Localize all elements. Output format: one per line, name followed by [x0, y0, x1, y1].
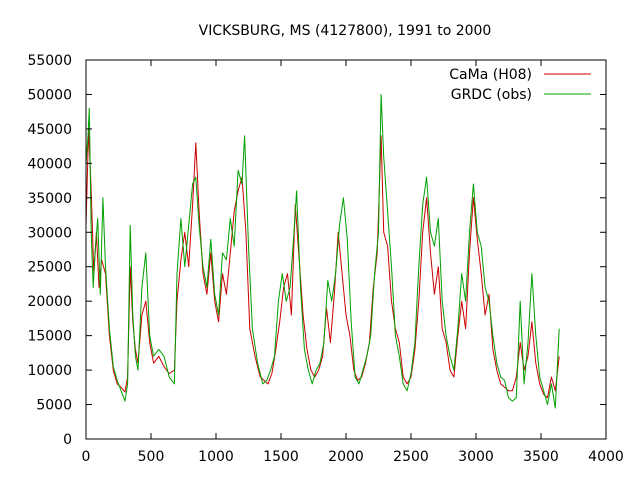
plot-frame — [85, 59, 607, 440]
x-tick-label: 3500 — [523, 449, 559, 465]
y-tick-label: 35000 — [27, 191, 72, 207]
x-tick-label: 1000 — [198, 449, 234, 465]
x-tick-label: 0 — [82, 449, 91, 465]
y-tick-label: 30000 — [27, 225, 72, 241]
y-tick-label: 55000 — [27, 53, 72, 69]
x-tick-label: 1500 — [263, 449, 299, 465]
series-line-1 — [85, 94, 560, 409]
y-axis: 0 5000 10000 15000 20000 25000 30000 35000 40000… — [27, 53, 606, 448]
y-tick-label: 10000 — [27, 363, 72, 379]
y-tick-label: 40000 — [27, 156, 72, 172]
legend-label-1: GRDC (obs) — [451, 87, 532, 103]
y-tick-label: 5000 — [36, 398, 72, 414]
y-tick-label: 0 — [63, 432, 72, 448]
y-tick-label: 25000 — [27, 260, 72, 276]
x-tick-label: 4000 — [588, 449, 624, 465]
y-tick-label: 15000 — [27, 329, 72, 345]
series-line-0 — [85, 128, 560, 399]
legend-label-0: CaMa (H08) — [449, 67, 532, 83]
y-tick-label: 20000 — [27, 294, 72, 310]
y-tick-label: 45000 — [27, 122, 72, 138]
x-tick-label: 500 — [138, 449, 165, 465]
x-tick-label: 3000 — [458, 449, 494, 465]
x-axis: 0 500 1000 1500 2000 2500 3000 3500 4000 — [82, 60, 624, 465]
x-tick-label: 2500 — [393, 449, 429, 465]
series-layer — [85, 94, 560, 409]
y-tick-label: 50000 — [27, 87, 72, 103]
chart-title: VICKSBURG, MS (4127800), 1991 to 2000 — [199, 23, 492, 39]
x-tick-label: 2000 — [328, 449, 364, 465]
legend: CaMa (H08) GRDC (obs) — [449, 67, 591, 103]
